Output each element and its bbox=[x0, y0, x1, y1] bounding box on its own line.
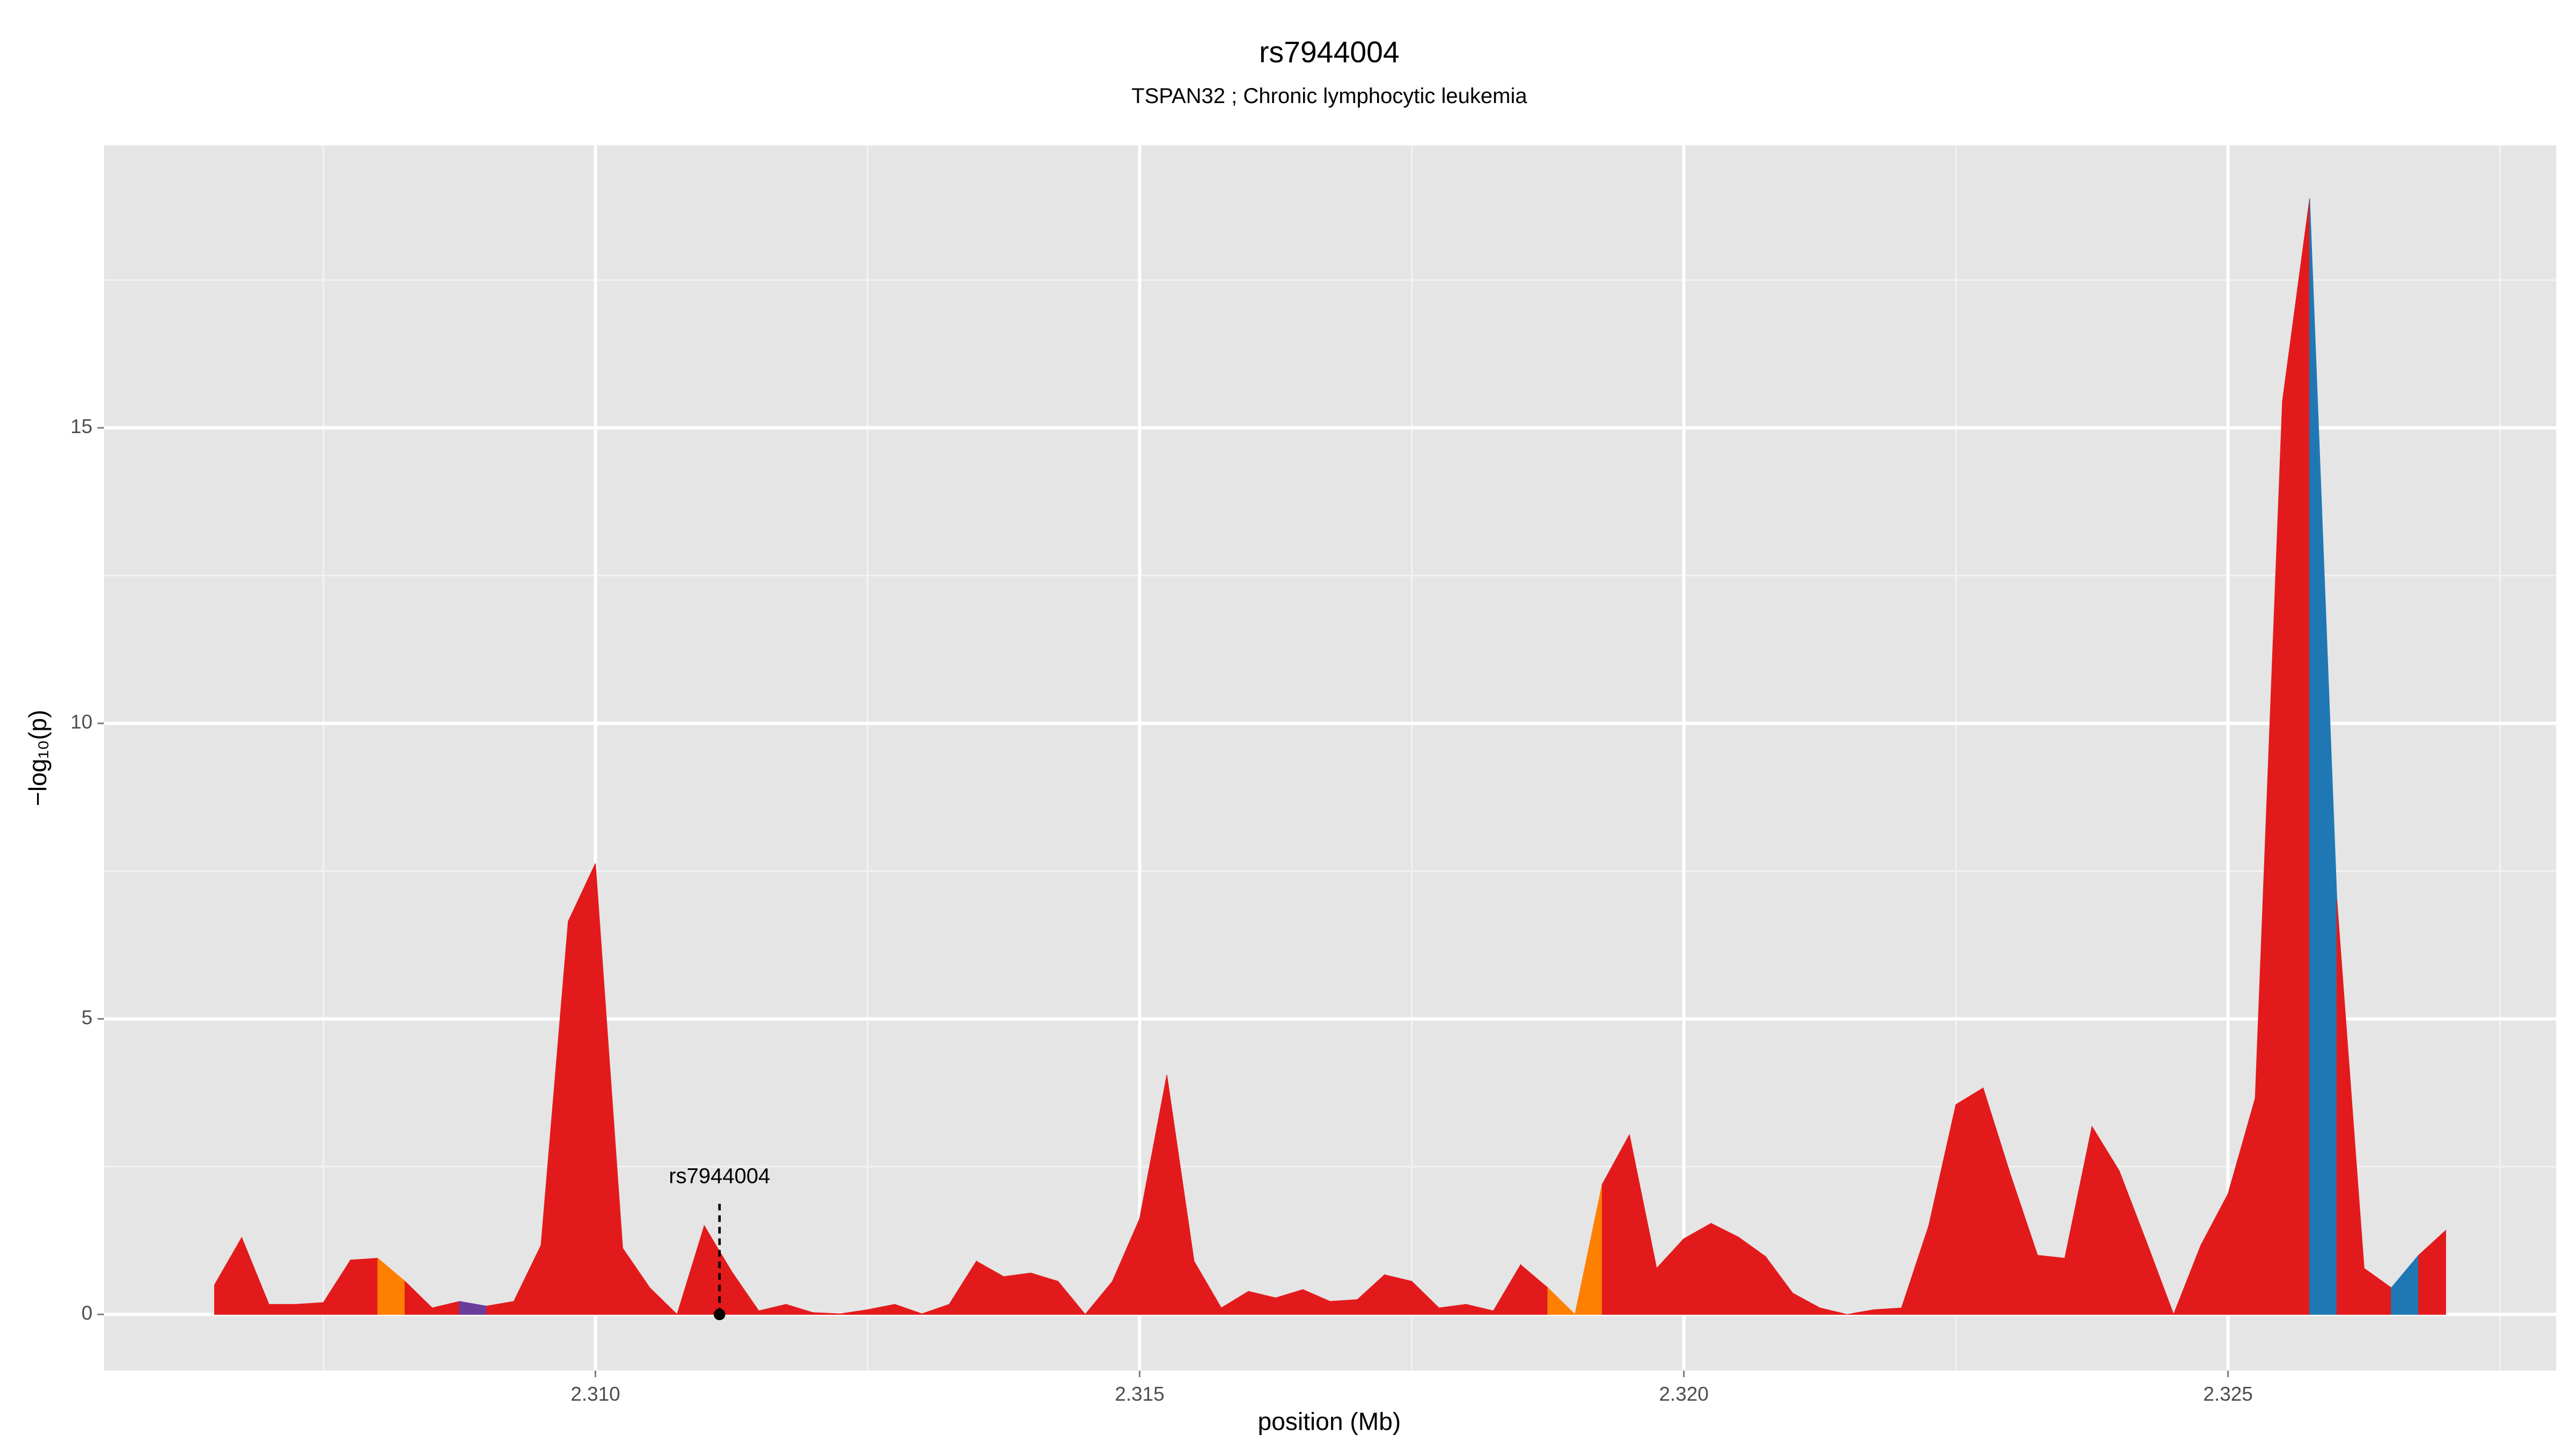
area-segment bbox=[1547, 1287, 1576, 1315]
y-axis-title: −log₁₀(p) bbox=[24, 709, 52, 806]
area-segment bbox=[296, 1302, 324, 1315]
x-tick-label: 2.310 bbox=[570, 1383, 620, 1405]
y-tick-label: 10 bbox=[70, 711, 92, 733]
area-segment bbox=[568, 863, 596, 1315]
annotation-point bbox=[713, 1308, 726, 1320]
y-tick-label: 0 bbox=[82, 1302, 93, 1324]
x-tick-label: 2.320 bbox=[1659, 1383, 1708, 1405]
x-axis-title: position (Mb) bbox=[1258, 1407, 1401, 1435]
area-segment bbox=[350, 1257, 378, 1315]
x-tick-label: 2.325 bbox=[2203, 1383, 2252, 1405]
area-segment bbox=[1057, 1280, 1086, 1315]
area-segment bbox=[2037, 1255, 2066, 1315]
area-segment bbox=[1384, 1274, 1413, 1315]
area-segment bbox=[1003, 1272, 1031, 1315]
area-segment bbox=[1819, 1307, 1847, 1315]
annotation-label: rs7944004 bbox=[669, 1164, 770, 1188]
chart-subtitle: TSPAN32 ; Chronic lymphocytic leukemia bbox=[1131, 84, 1527, 108]
x-tick-label: 2.315 bbox=[1115, 1383, 1164, 1405]
area-segment bbox=[2146, 1241, 2175, 1315]
area-segment bbox=[268, 1304, 297, 1315]
area-segment bbox=[649, 1287, 678, 1315]
plot-background bbox=[104, 145, 2557, 1371]
chart-title: rs7944004 bbox=[1259, 35, 1400, 69]
y-tick-label: 5 bbox=[82, 1006, 93, 1028]
area-segment bbox=[1329, 1299, 1358, 1315]
area-segment bbox=[1683, 1223, 1711, 1315]
y-tick-label: 15 bbox=[70, 415, 92, 437]
area-segment bbox=[1710, 1223, 1739, 1315]
area-segment bbox=[1955, 1087, 1984, 1315]
area-segment bbox=[2418, 1230, 2446, 1315]
